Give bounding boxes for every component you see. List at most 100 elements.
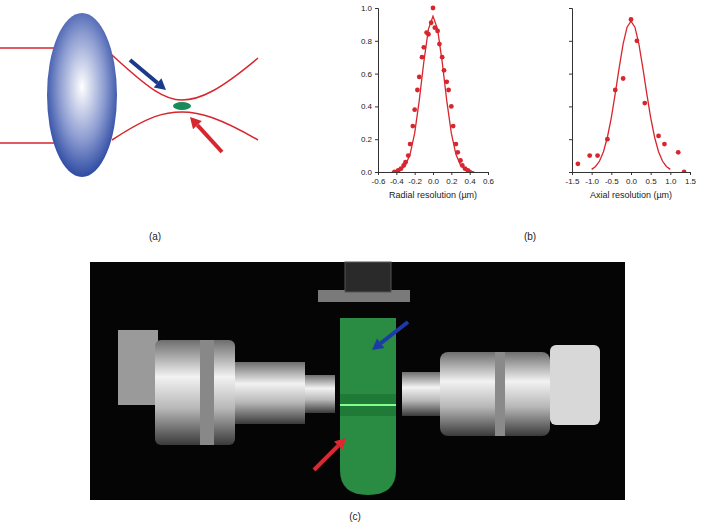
tick-label: 0.8 bbox=[361, 37, 373, 46]
tick-label: -0.5 bbox=[605, 177, 619, 186]
tick-label: 0.6 bbox=[483, 177, 495, 186]
arrow-shaft bbox=[381, 322, 408, 343]
tick: 1.5 bbox=[685, 172, 697, 186]
arrow-head bbox=[154, 78, 166, 90]
objective-mount bbox=[550, 345, 600, 425]
fluorescence bbox=[340, 394, 396, 416]
axis-line bbox=[569, 9, 573, 173]
objective-mount bbox=[118, 330, 158, 405]
tick: 0.2 bbox=[446, 172, 458, 186]
tick-mark bbox=[375, 41, 378, 42]
panel-label: (a) bbox=[149, 231, 161, 242]
panel-label: (b) bbox=[524, 231, 536, 242]
tick-mark bbox=[569, 41, 572, 42]
tick-mark bbox=[470, 172, 471, 175]
tick-mark bbox=[488, 172, 489, 175]
photo-background bbox=[90, 262, 625, 500]
tick-mark bbox=[611, 172, 612, 175]
axis-line bbox=[573, 173, 691, 176]
tick-mark bbox=[375, 172, 378, 173]
arrow-head bbox=[372, 339, 384, 350]
tick-mark bbox=[396, 172, 397, 175]
arrow-shaft bbox=[314, 446, 338, 470]
beam-trace bbox=[340, 404, 396, 406]
tick-label: -0.4 bbox=[390, 177, 404, 186]
x-axis: -0.6 -0.4 -0.2 0.0 0.2 0.4 0.6 bbox=[372, 172, 495, 186]
tick: -0.2 bbox=[408, 172, 422, 186]
objective-tip bbox=[305, 375, 335, 413]
tick-mark bbox=[670, 172, 671, 175]
tick-label: 0.0 bbox=[361, 168, 373, 177]
tick-label: 0.4 bbox=[465, 177, 477, 186]
tick: 0.6 bbox=[483, 172, 495, 186]
axis-line bbox=[375, 9, 379, 173]
panel-c bbox=[90, 262, 625, 500]
tick-mark bbox=[375, 139, 378, 140]
focal-spot bbox=[173, 102, 191, 110]
panel-a bbox=[0, 13, 258, 177]
tick-label: 0.5 bbox=[646, 177, 658, 186]
tick bbox=[569, 172, 572, 173]
tick-label: -1.0 bbox=[585, 177, 599, 186]
chart: -0.6-0.4-0.20.00.20.40.60.00.20.40.60.81… bbox=[361, 4, 495, 200]
objective-tip bbox=[402, 372, 442, 416]
beam-upper bbox=[112, 55, 258, 100]
tick: -0.5 bbox=[605, 172, 619, 186]
tick bbox=[569, 139, 572, 140]
tick-mark bbox=[375, 106, 378, 107]
data-point bbox=[662, 142, 667, 147]
chart: -1.5 -1.0 -0.5 0.0 0.5 1.0 1.5 Axial resolution… bbox=[566, 9, 697, 201]
beam-line bbox=[0, 142, 62, 144]
arrow-shaft bbox=[130, 60, 158, 83]
tick: -1.0 bbox=[585, 172, 599, 186]
objective-ring bbox=[200, 340, 214, 445]
tick-mark bbox=[569, 106, 572, 107]
data-point bbox=[621, 76, 626, 81]
x-axis-title: Axial resolution (µm) bbox=[590, 190, 672, 200]
data-point bbox=[415, 88, 420, 93]
tick: 0.0 bbox=[428, 172, 440, 186]
tick: 0.8 bbox=[361, 37, 378, 46]
data-point bbox=[587, 153, 592, 158]
tick-label: 0.6 bbox=[361, 70, 373, 79]
tick: 0.4 bbox=[361, 102, 378, 111]
tick bbox=[569, 74, 572, 75]
objective-body bbox=[155, 340, 235, 445]
data-point bbox=[642, 101, 647, 106]
cuvette-top bbox=[345, 262, 391, 292]
tick-mark bbox=[415, 172, 416, 175]
tick-mark bbox=[433, 172, 434, 175]
tick: 0.2 bbox=[361, 135, 378, 144]
objective-tip bbox=[235, 362, 305, 424]
tick-label: 0.0 bbox=[626, 177, 638, 186]
data-point bbox=[451, 124, 456, 129]
data-point bbox=[576, 161, 581, 166]
data-point bbox=[595, 153, 600, 158]
tick: 0.5 bbox=[646, 172, 658, 186]
fit-line bbox=[392, 16, 475, 172]
tick bbox=[569, 106, 572, 107]
plot-marks bbox=[576, 17, 687, 172]
arrow-head bbox=[190, 117, 202, 129]
tick-label: 0.0 bbox=[428, 177, 440, 186]
panel-label: (c) bbox=[349, 511, 361, 522]
tick-mark bbox=[451, 172, 452, 175]
data-point bbox=[410, 124, 415, 129]
plot-marks bbox=[392, 6, 475, 172]
axis-line bbox=[379, 173, 489, 176]
x-axis-title: Radial resolution (µm) bbox=[389, 190, 477, 200]
tick-label: 1.5 bbox=[685, 177, 697, 186]
data-point bbox=[676, 150, 681, 155]
tick: -0.6 bbox=[372, 172, 386, 186]
tick bbox=[569, 41, 572, 42]
tick-mark bbox=[569, 8, 572, 9]
tick-mark bbox=[569, 74, 572, 75]
tick-mark bbox=[375, 8, 378, 9]
tick-label: -1.5 bbox=[566, 177, 580, 186]
tick: -1.5 bbox=[566, 172, 580, 186]
tick: 0.0 bbox=[361, 168, 378, 177]
beam-lower bbox=[112, 112, 258, 140]
tick-mark bbox=[651, 172, 652, 175]
fit-line bbox=[592, 21, 671, 169]
tick-label: 1.0 bbox=[665, 177, 677, 186]
